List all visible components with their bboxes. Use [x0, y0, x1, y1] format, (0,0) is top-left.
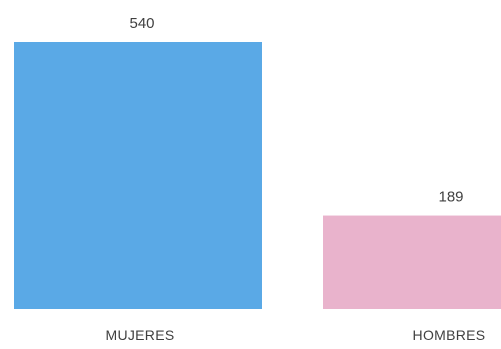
bar-mujeres [14, 42, 262, 309]
data-label-mujeres: 540 [129, 15, 154, 32]
value-labels-group: 540 189 [129, 15, 463, 206]
category-label-hombres: HOMBRES [413, 327, 486, 343]
bars-group [14, 42, 501, 309]
category-labels-group: MUJERES HOMBRES [106, 327, 486, 343]
category-label-mujeres: MUJERES [106, 327, 175, 343]
bar-hombres [323, 215, 501, 309]
data-label-hombres: 189 [438, 189, 463, 206]
